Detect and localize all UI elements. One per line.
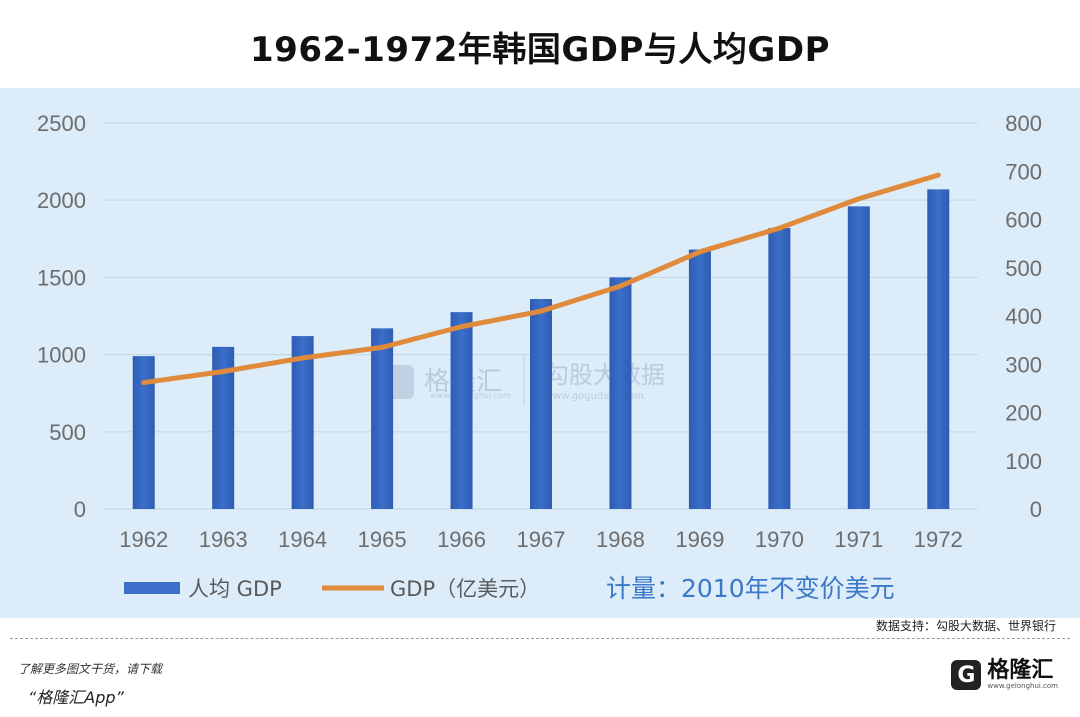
logo-icon: G: [951, 660, 982, 690]
x-tick-label: 1970: [755, 527, 804, 552]
chart-panel: 格隆汇 www.gelonghui.com 勾股大数据 www.gogudata…: [0, 88, 1080, 618]
y-right-tick-label: 0: [1030, 497, 1042, 522]
y-left-tick-label: 1500: [37, 265, 86, 290]
legend: 人均 GDP GDP（亿美元） 计量：2010年不变价美元: [124, 574, 895, 603]
bar: [688, 249, 711, 509]
logo-name: 格隆汇: [987, 658, 1054, 683]
bar: [371, 328, 394, 509]
y-right-tick-label: 400: [1005, 304, 1042, 329]
bar: [768, 227, 791, 509]
y-right-tick-label: 800: [1005, 111, 1042, 136]
gdp-line: [141, 172, 941, 386]
divider: [10, 638, 1070, 639]
y-right-tick-label: 100: [1005, 449, 1042, 474]
footer-app: “格隆汇App”: [28, 688, 124, 707]
y-right-ticks: 0 100 200 300 400 500 600 700 800: [1005, 111, 1042, 522]
x-tick-label: 1965: [358, 527, 407, 552]
bar: [609, 277, 632, 509]
y-left-ticks: 0 500 1000 1500 2000 2500: [37, 111, 86, 522]
watermark: 格隆汇 www.gelonghui.com 勾股大数据 www.gogudata…: [380, 356, 665, 406]
chart-title: 1962-1972年韩国GDP与人均GDP: [250, 30, 830, 70]
y-right-tick-label: 600: [1005, 208, 1042, 233]
y-left-tick-label: 500: [49, 420, 86, 445]
x-tick-label: 1962: [119, 527, 168, 552]
x-ticks: 1962 1963 1964 1965 1966 1967 1968 1969 1970 1971…: [119, 527, 962, 552]
y-right-tick-label: 700: [1005, 159, 1042, 184]
y-left-tick-label: 1000: [37, 343, 86, 368]
legend-bar-label: 人均 GDP: [188, 577, 282, 601]
x-tick-label: 1963: [199, 527, 248, 552]
x-tick-label: 1966: [437, 527, 486, 552]
y-left-tick-label: 2500: [37, 111, 86, 136]
y-right-tick-label: 200: [1005, 401, 1042, 426]
y-left-tick-label: 0: [74, 497, 86, 522]
line-series: [141, 172, 941, 386]
unit-annotation: 计量：2010年不变价美元: [606, 574, 895, 603]
bar: [212, 346, 235, 509]
y-right-tick-label: 500: [1005, 256, 1042, 281]
bar: [847, 206, 870, 509]
x-tick-label: 1972: [914, 527, 963, 552]
bar: [132, 356, 155, 509]
watermark-url: www.gogudata.com: [545, 391, 644, 402]
source-note: 数据支持：勾股大数据、世界银行: [875, 619, 1056, 633]
x-tick-label: 1969: [675, 527, 724, 552]
bar: [927, 189, 950, 509]
bar-series: [132, 189, 950, 509]
bar: [530, 299, 552, 509]
x-tick-label: 1964: [278, 527, 327, 552]
y-left-tick-label: 2000: [37, 188, 86, 213]
x-tick-label: 1968: [596, 527, 645, 552]
bar: [291, 336, 314, 509]
legend-bar-swatch: [124, 582, 180, 594]
y-right-tick-label: 300: [1005, 352, 1042, 377]
brand-logo: G 格隆汇 www.gelonghui.com: [951, 660, 1058, 690]
legend-line-label: GDP（亿美元）: [390, 577, 540, 601]
bar: [450, 312, 473, 509]
x-tick-label: 1967: [517, 527, 566, 552]
x-tick-label: 1971: [834, 527, 883, 552]
footer-cta: 了解更多图文干货，请下载: [18, 662, 163, 676]
logo-url: www.gelonghui.com: [987, 682, 1058, 690]
watermark-site: 勾股大数据: [545, 361, 665, 389]
chart-svg: 格隆汇 www.gelonghui.com 勾股大数据 www.gogudata…: [37, 111, 1042, 603]
